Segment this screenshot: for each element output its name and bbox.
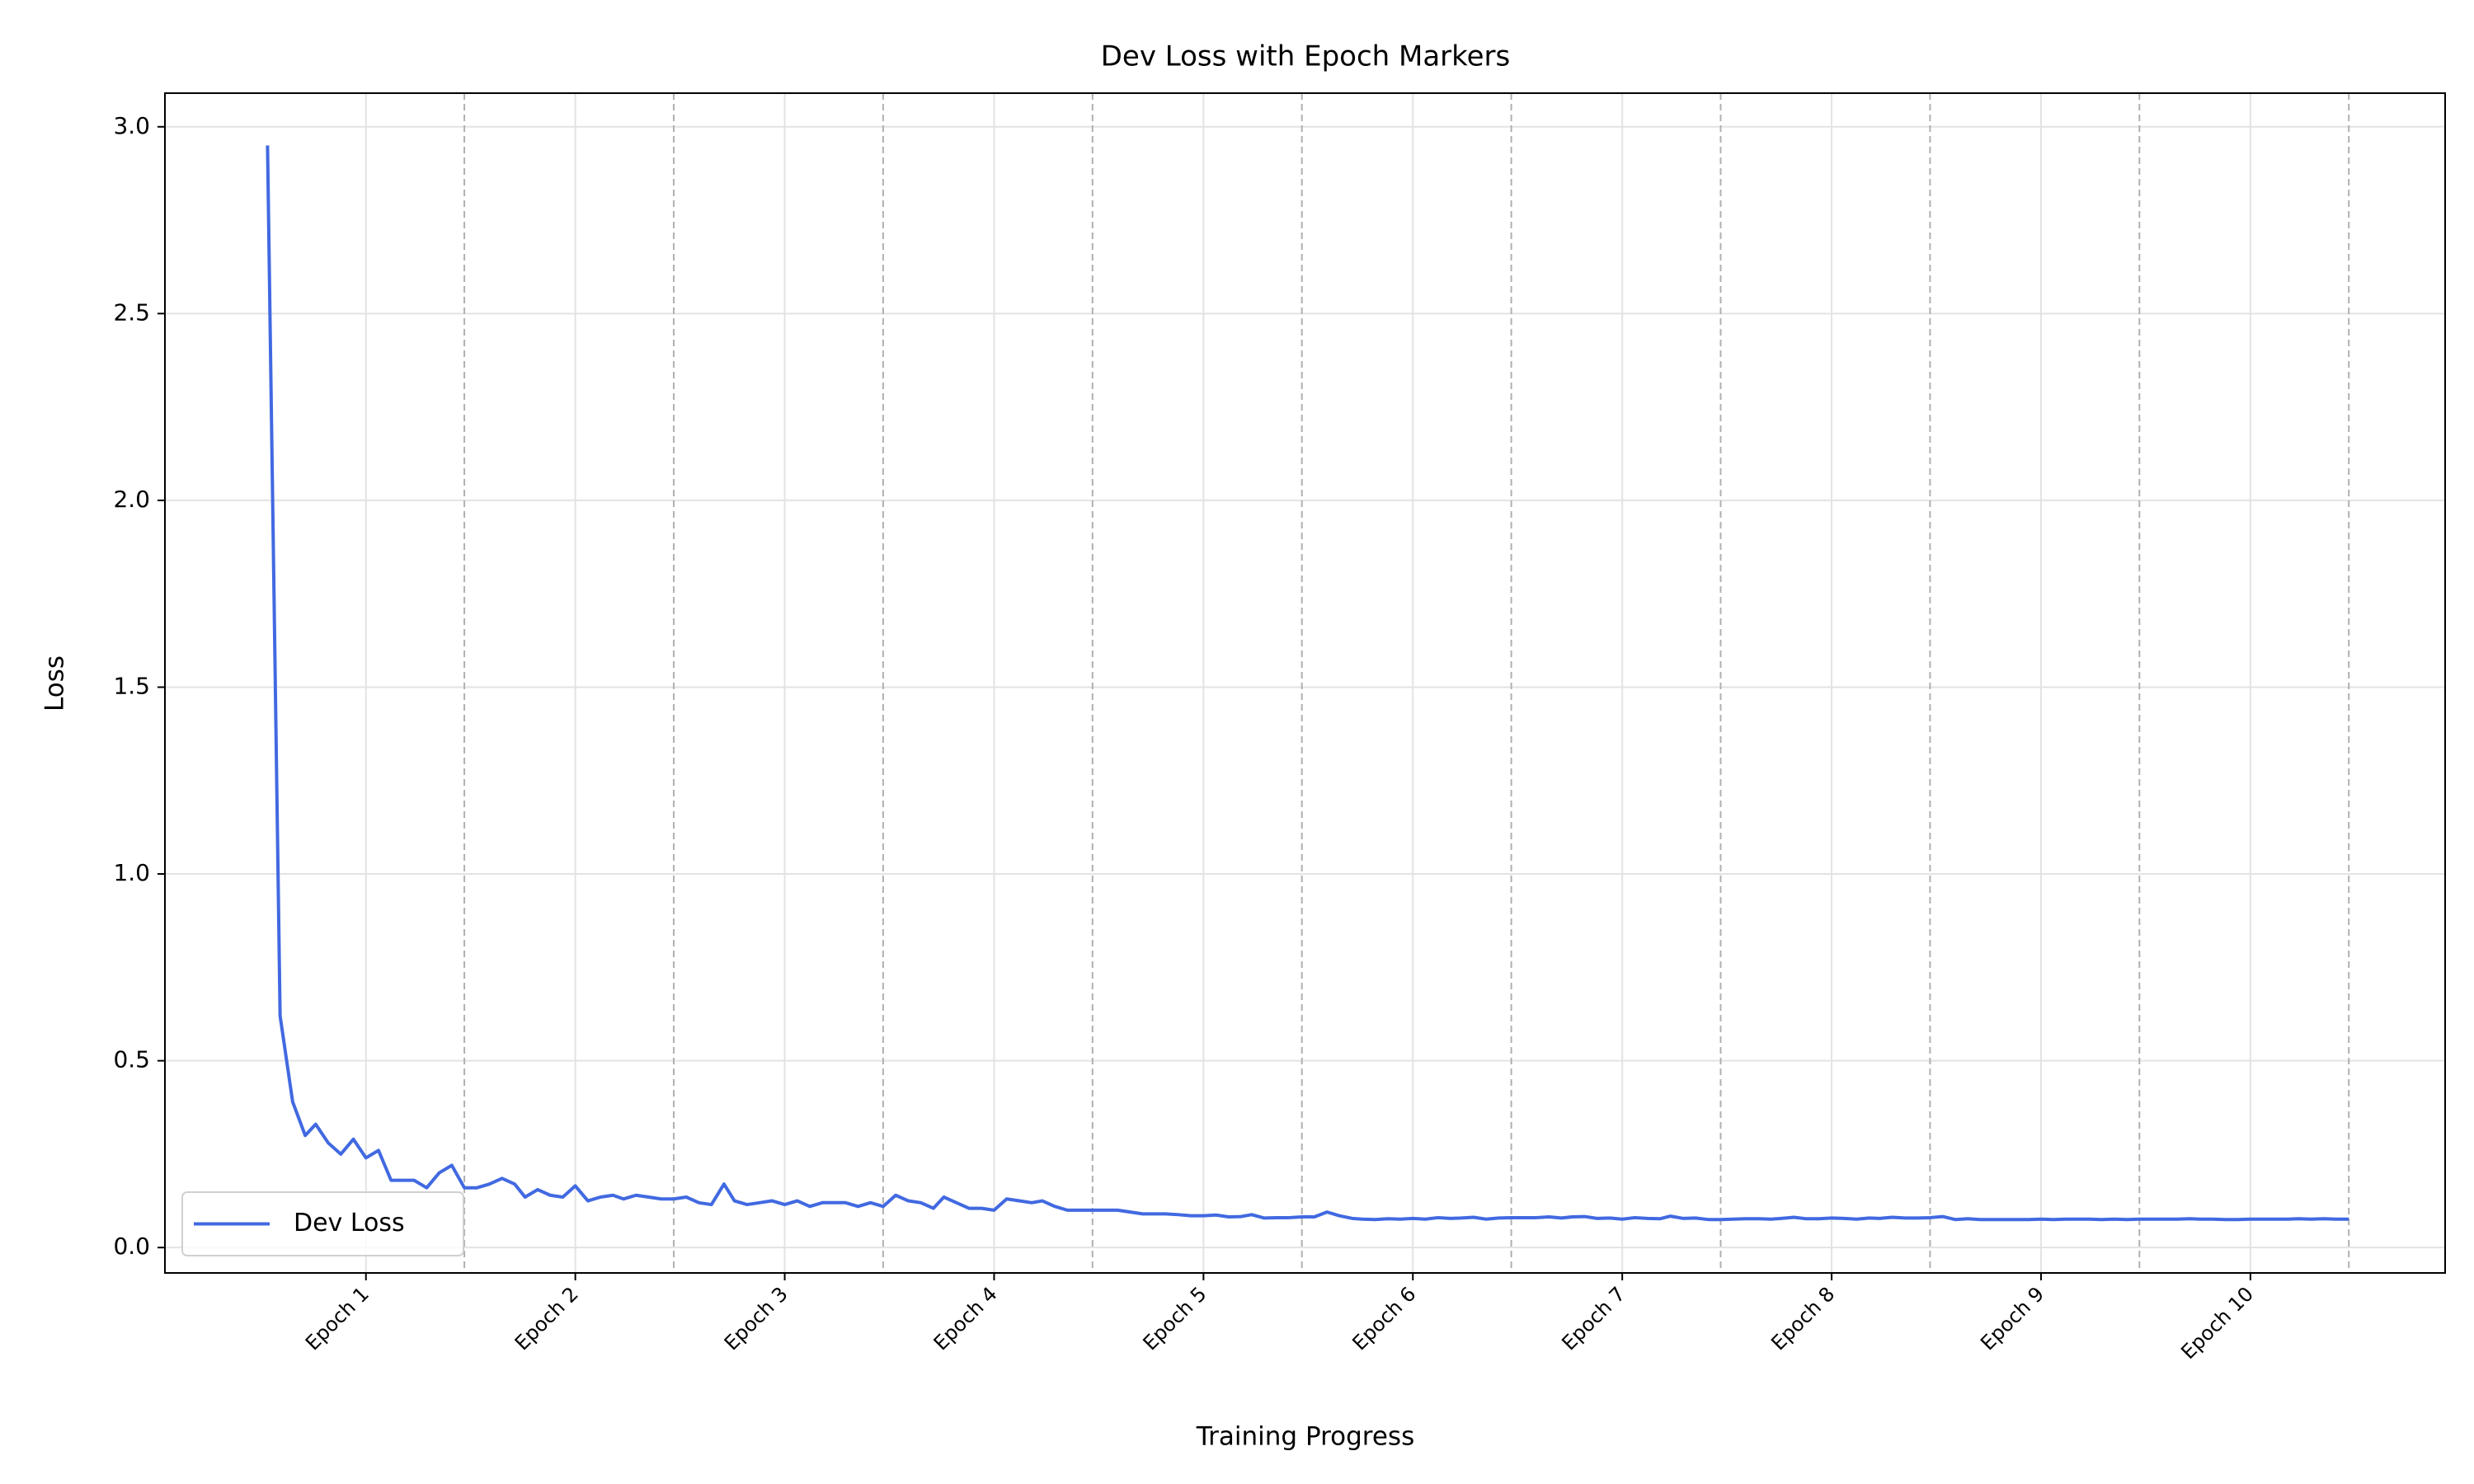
legend-box <box>181 1191 464 1256</box>
x-tick-label: Epoch 4 <box>929 1282 1002 1355</box>
x-tick-label: Epoch 10 <box>2176 1282 2258 1364</box>
data-line <box>266 145 2349 1222</box>
y-axis-label: Loss <box>40 655 70 711</box>
chart-title: Dev Loss with Epoch Markers <box>1101 40 1511 73</box>
y-tick-label: 3.0 <box>113 112 150 139</box>
x-tick-label: Epoch 5 <box>1139 1282 1211 1355</box>
x-tick-label: Epoch 9 <box>1976 1282 2048 1355</box>
x-tick-label: Epoch 3 <box>720 1282 793 1355</box>
y-tick-label: 2.5 <box>113 298 150 326</box>
x-tick-label: Epoch 2 <box>510 1282 583 1355</box>
y-tick-label: 0.5 <box>113 1046 150 1073</box>
x-axis-label: Training Progress <box>1196 1422 1414 1452</box>
y-tick-label: 2.0 <box>113 486 150 513</box>
legend: Dev Loss <box>181 1191 464 1256</box>
y-tick-label: 1.0 <box>113 859 150 886</box>
x-tick-label: Epoch 1 <box>301 1282 374 1355</box>
y-tick-label: 1.5 <box>113 672 150 699</box>
plot-frame <box>164 92 2446 1274</box>
x-tick-label: Epoch 7 <box>1557 1282 1630 1355</box>
x-tick-label: Epoch 6 <box>1348 1282 1420 1355</box>
y-tick-label: 0.0 <box>113 1233 150 1260</box>
x-tick-label: Epoch 8 <box>1766 1282 1839 1355</box>
legend-label: Dev Loss <box>294 1209 405 1237</box>
